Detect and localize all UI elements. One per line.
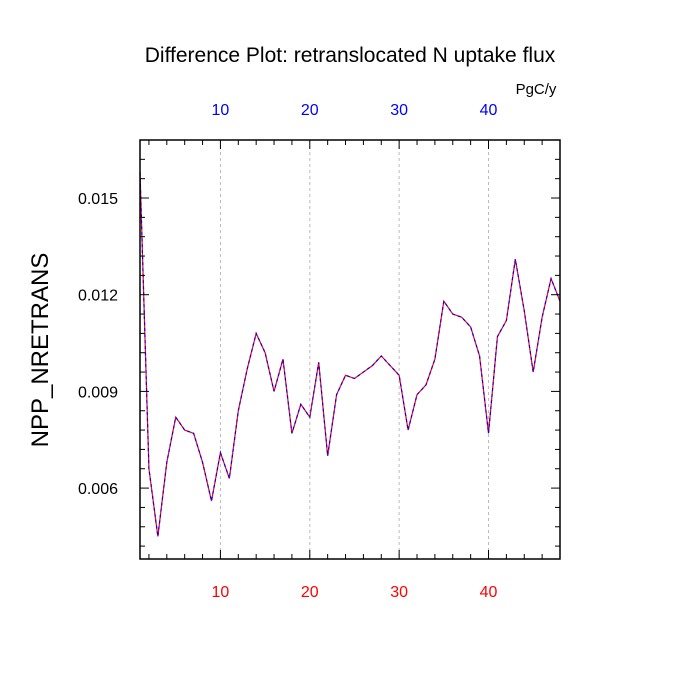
- y-tick-label-1: 0.009: [78, 384, 118, 401]
- x-tick-label-bottom-10: 10: [212, 584, 230, 601]
- tick-labels: 10 10 20 20 30 30 40 40 0.006 0.009 0.012 0.015: [78, 102, 498, 601]
- x-tick-label-top-40: 40: [480, 102, 498, 119]
- series-line-red: [139, 172, 561, 537]
- grid-lines: [219, 140, 490, 559]
- x-tick-label-bottom-40: 40: [480, 584, 498, 601]
- y-tick-label-2: 0.012: [78, 288, 118, 305]
- x-tick-label-top-30: 30: [390, 102, 408, 119]
- y-tick-label-0: 0.006: [78, 481, 118, 498]
- x-tick-label-top-10: 10: [212, 102, 230, 119]
- chart-title: Difference Plot: retranslocated N uptake…: [145, 44, 556, 67]
- y-axis-label: NPP_NRETRANS: [27, 253, 54, 448]
- plot-frame: [139, 139, 561, 560]
- x-tick-label-top-20: 20: [301, 102, 319, 119]
- axis-ticks: [140, 140, 561, 559]
- x-tick-label-bottom-30: 30: [390, 584, 408, 601]
- top-axis-unit: PgC/y: [516, 81, 557, 98]
- x-tick-label-bottom-20: 20: [301, 584, 319, 601]
- y-tick-label-3: 0.015: [78, 191, 118, 208]
- series-line-blue: [139, 172, 561, 537]
- series-lines: [139, 172, 561, 537]
